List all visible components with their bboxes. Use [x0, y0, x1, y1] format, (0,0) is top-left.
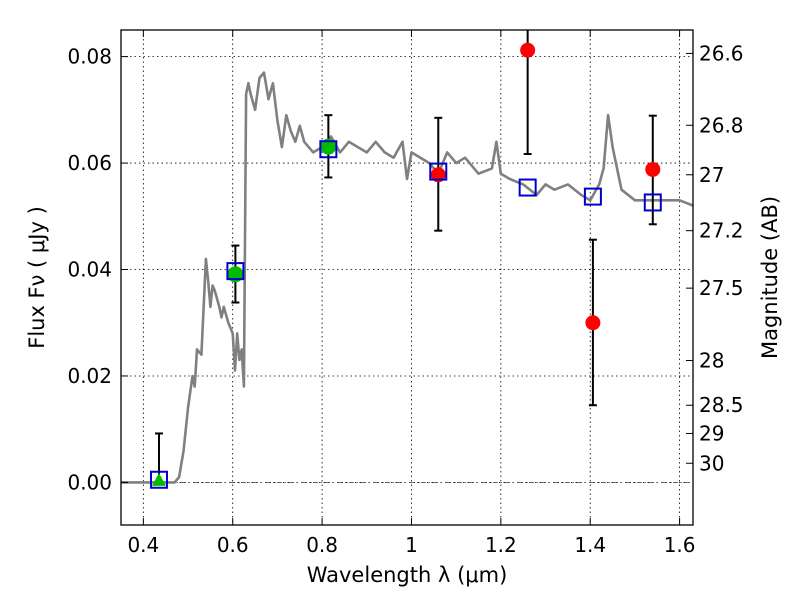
model-photometry-square [226, 262, 245, 281]
x-axis-ticks: 0.4 0.6 0.8 1 1.2 1.4 1.6 [127, 30, 696, 557]
model-sed-line [121, 71, 694, 484]
y-axis-ticks: 0.00 0.02 0.04 0.06 0.08 [67, 45, 128, 494]
right-tick-label: 28.5 [699, 393, 744, 417]
model-photometry-square [319, 140, 338, 159]
model-photometry-square [518, 178, 537, 197]
observed-limit-triangle [151, 472, 166, 486]
y-tick-label: 0.04 [67, 258, 112, 282]
right-tick-label: 27 [699, 163, 724, 187]
y-tick-label: 0.08 [67, 45, 112, 69]
x-tick-label: 0.4 [127, 533, 159, 557]
right-tick-label: 27.5 [699, 276, 744, 300]
right-tick-label: 30 [699, 451, 724, 475]
data-points [149, 42, 662, 489]
y-axis-label: Flux Fν ( μJy ) [25, 206, 49, 349]
right-axis-label: Magnitude (AB) [758, 196, 782, 359]
right-tick-label: 29 [699, 421, 724, 445]
x-axis-label: Wavelength λ (μm) [307, 563, 508, 587]
x-tick-label: 1.4 [574, 533, 606, 557]
observed-point-red [585, 315, 601, 331]
x-tick-label: 1 [405, 533, 418, 557]
observed-point-red [520, 42, 536, 58]
errorbars [154, 30, 657, 484]
model-photometry-square [643, 193, 662, 212]
y-tick-label: 0.02 [67, 364, 112, 388]
right-tick-label: 27.2 [699, 219, 744, 243]
x-tick-label: 1.2 [485, 533, 517, 557]
right-tick-label: 26.8 [699, 113, 744, 137]
right-tick-label: 26.6 [699, 41, 744, 65]
model-sed-group [121, 71, 694, 484]
observed-point-red [645, 161, 661, 177]
observed-point-green [320, 138, 337, 155]
right-tick-label: 28 [699, 349, 724, 373]
model-photometry-square [583, 187, 602, 206]
y-tick-label: 0.06 [67, 151, 112, 175]
right-axis-ticks: 26.6 26.8 27 27.2 27.5 28 28.5 29 30 [686, 41, 744, 475]
model-photometry-square [429, 162, 448, 181]
plot-frame [120, 29, 694, 526]
y-tick-label: 0.00 [67, 470, 112, 494]
plot-frame-rect [120, 29, 694, 526]
x-tick-label: 0.8 [306, 533, 338, 557]
x-tick-label: 1.6 [664, 533, 696, 557]
model-photometry-square [149, 470, 168, 489]
x-tick-label: 0.6 [217, 533, 249, 557]
observed-point-red [430, 167, 446, 183]
